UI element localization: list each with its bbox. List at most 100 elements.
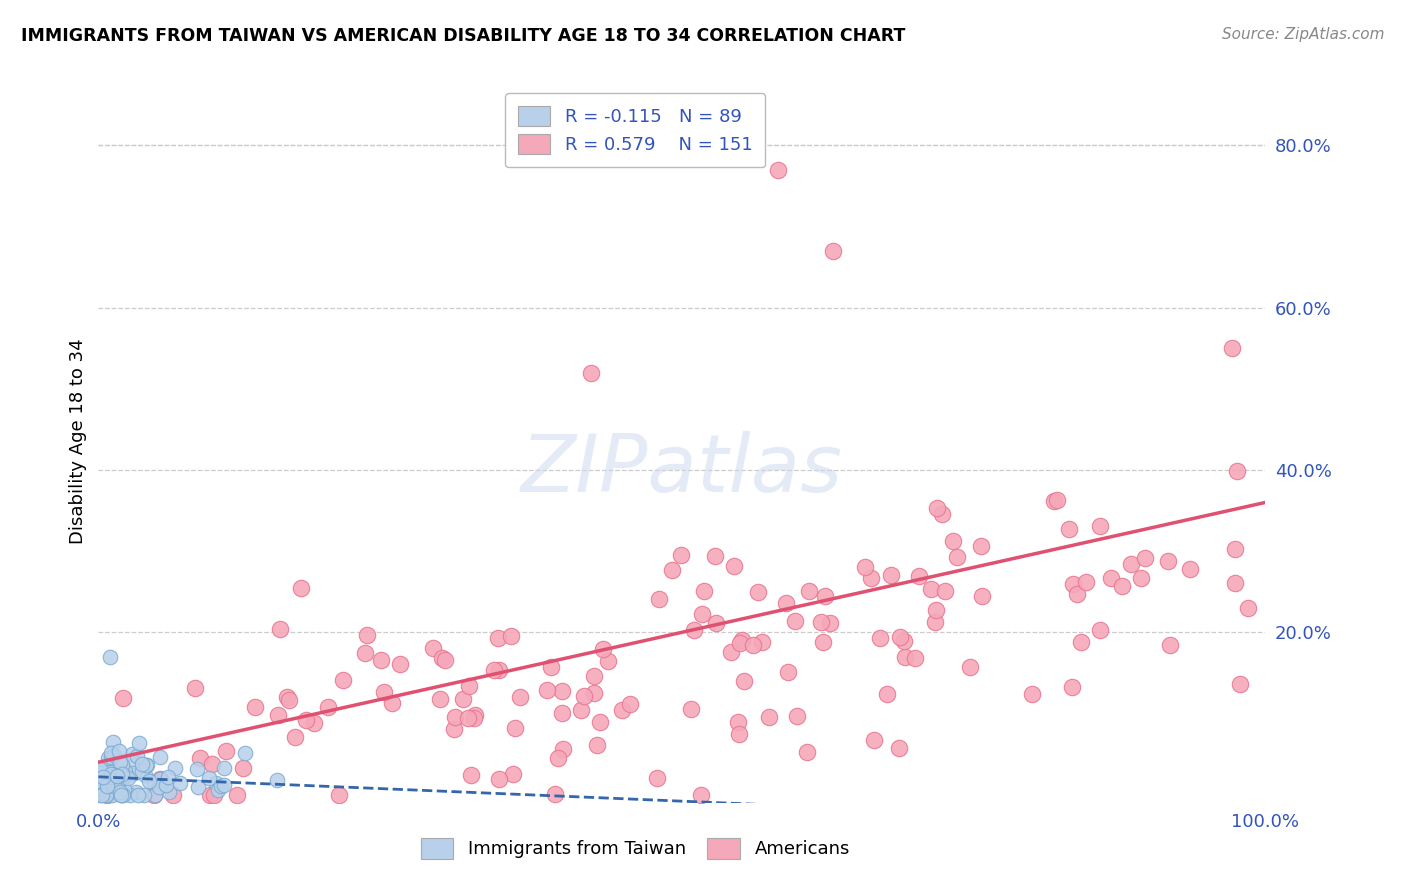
- Point: [87, 772, 110, 787]
- Point: [94, 788, 117, 802]
- Point: [457, 711, 479, 725]
- Point: [704, 615, 727, 630]
- Point: [1226, 464, 1249, 478]
- Point: [91, 763, 114, 777]
- Point: [149, 749, 172, 764]
- Point: [648, 591, 671, 606]
- Point: [200, 757, 222, 772]
- Point: [97, 782, 120, 797]
- Point: [920, 582, 942, 596]
- Point: [796, 746, 818, 760]
- Point: [645, 771, 668, 785]
- Point: [97, 770, 120, 784]
- Point: [134, 768, 156, 782]
- Point: [370, 653, 392, 667]
- Point: [93, 773, 115, 788]
- Point: [585, 738, 607, 752]
- Point: [276, 690, 298, 704]
- Point: [373, 684, 395, 698]
- Point: [931, 507, 953, 521]
- Point: [149, 772, 172, 787]
- Point: [104, 772, 127, 786]
- Point: [226, 788, 249, 802]
- Point: [98, 649, 121, 664]
- Point: [356, 628, 378, 642]
- Point: [122, 766, 145, 780]
- Point: [162, 788, 184, 802]
- Point: [104, 771, 127, 785]
- Point: [704, 549, 727, 564]
- Point: [733, 673, 755, 688]
- Point: [1220, 341, 1243, 355]
- Point: [302, 715, 325, 730]
- Point: [758, 710, 780, 724]
- Point: [1237, 601, 1260, 615]
- Point: [730, 633, 752, 648]
- Point: [893, 634, 915, 648]
- Point: [669, 548, 692, 562]
- Point: [1060, 680, 1083, 694]
- Point: [1076, 575, 1098, 590]
- Point: [98, 766, 121, 780]
- Point: [690, 788, 713, 802]
- Point: [89, 788, 111, 802]
- Point: [108, 744, 131, 758]
- Point: [112, 782, 135, 797]
- Point: [934, 584, 956, 599]
- Point: [464, 708, 486, 723]
- Point: [295, 713, 318, 727]
- Point: [202, 788, 225, 802]
- Point: [100, 750, 122, 764]
- Point: [381, 696, 404, 710]
- Point: [114, 764, 136, 779]
- Point: [810, 615, 832, 630]
- Point: [121, 755, 143, 769]
- Point: [188, 751, 211, 765]
- Point: [1021, 687, 1043, 701]
- Point: [157, 785, 180, 799]
- Point: [108, 755, 131, 769]
- Point: [1223, 575, 1246, 590]
- Point: [96, 779, 118, 793]
- Point: [683, 624, 706, 638]
- Point: [101, 735, 124, 749]
- Point: [91, 770, 114, 784]
- Point: [111, 758, 134, 772]
- Point: [443, 710, 465, 724]
- Point: [723, 558, 745, 573]
- Point: [751, 634, 773, 648]
- Point: [389, 657, 412, 671]
- Point: [583, 685, 606, 699]
- Point: [135, 757, 157, 772]
- Point: [458, 679, 481, 693]
- Point: [134, 788, 156, 802]
- Point: [163, 761, 186, 775]
- Point: [125, 785, 148, 799]
- Point: [720, 645, 742, 659]
- Point: [429, 692, 451, 706]
- Point: [111, 691, 134, 706]
- Point: [588, 715, 610, 730]
- Point: [1043, 494, 1066, 508]
- Point: [889, 741, 911, 756]
- Point: [120, 788, 142, 802]
- Point: [488, 663, 510, 677]
- Point: [267, 708, 290, 723]
- Point: [148, 780, 170, 794]
- Point: [551, 742, 574, 756]
- Point: [811, 635, 834, 649]
- Point: [766, 162, 789, 177]
- Point: [501, 629, 523, 643]
- Point: [284, 731, 307, 745]
- Point: [104, 767, 127, 781]
- Point: [107, 769, 129, 783]
- Point: [266, 773, 288, 788]
- Point: [115, 768, 138, 782]
- Point: [592, 642, 614, 657]
- Point: [925, 501, 948, 516]
- Point: [880, 568, 903, 582]
- Point: [142, 774, 165, 789]
- Point: [316, 700, 339, 714]
- Point: [727, 714, 749, 729]
- Point: [818, 615, 841, 630]
